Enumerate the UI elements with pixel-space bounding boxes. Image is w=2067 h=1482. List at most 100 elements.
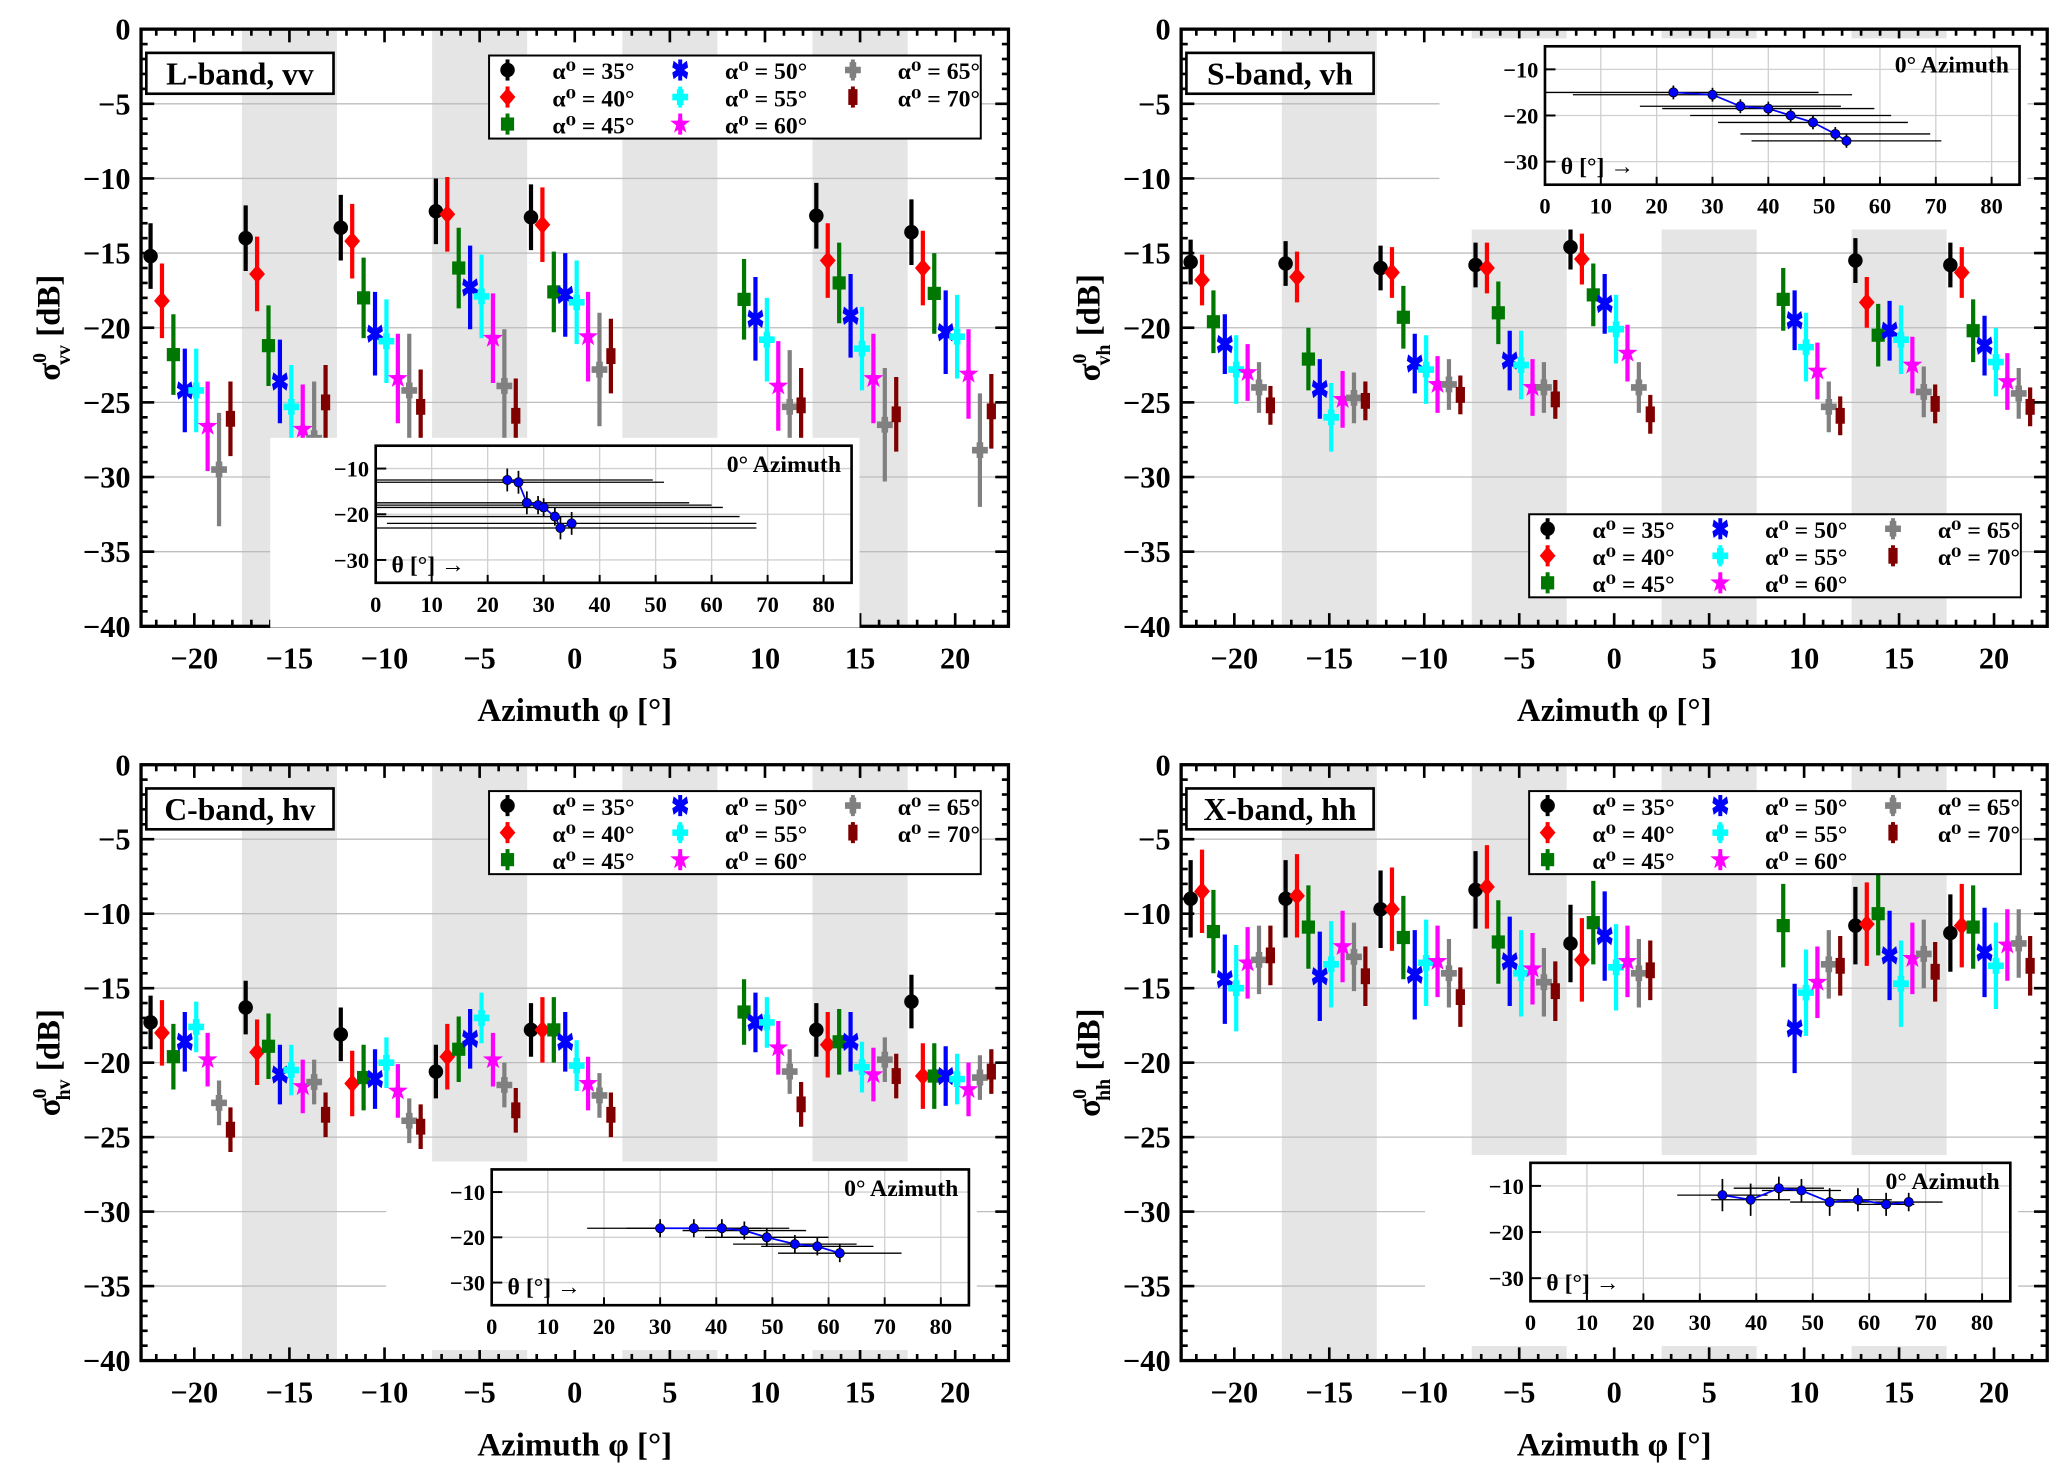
legend-marker [672, 796, 689, 815]
y-tick-label: −40 [1123, 610, 1171, 644]
inset-plot: 0 10 20 30 40 50 60 70 80 −10 −20 −30 0° Azimuth θ [°… [270, 437, 860, 628]
series-alpha-40 [154, 176, 931, 339]
inset-point [513, 477, 524, 488]
inset-point [1830, 128, 1841, 139]
x-tick-label: −10 [361, 641, 409, 675]
y-tick-label: −35 [1123, 535, 1171, 569]
data-point [819, 1035, 836, 1055]
data-point [842, 1032, 859, 1052]
data-point [737, 292, 751, 306]
inset-title: 0° Azimuth [844, 1176, 958, 1202]
legend-label: α⁰ = 70° [898, 86, 980, 112]
x-tick-label: 15 [845, 1376, 875, 1410]
x-tick-label: −10 [1400, 641, 1448, 675]
legend-entry: α⁰ = 50° [672, 795, 807, 821]
y-tick-label: −5 [1138, 87, 1170, 121]
data-point [1441, 376, 1457, 393]
data-point [1776, 292, 1790, 306]
inset-point [812, 1241, 823, 1252]
y-tick-label: −15 [1123, 237, 1171, 271]
inset-y-tick-label: −20 [1489, 1220, 1524, 1245]
data-point [1881, 321, 1898, 340]
data-point [2010, 385, 2027, 402]
inset-x-tick-label: 30 [649, 1314, 671, 1339]
legend-entry: α⁰ = 35° [500, 795, 635, 821]
x-tick-label: 5 [662, 1376, 677, 1410]
series-alpha-35 [1183, 224, 1958, 291]
data-point [547, 1023, 561, 1037]
legend-marker [848, 89, 858, 105]
series-alpha-45 [1206, 263, 1980, 391]
data-point [568, 294, 585, 311]
x-tick-label: 5 [662, 641, 677, 675]
data-point [534, 1020, 551, 1040]
x-axis-label: Azimuth φ [°] [1517, 693, 1712, 729]
legend-entry: α⁰ = 60° [1710, 849, 1847, 875]
series-alpha-55 [1228, 919, 2004, 1036]
data-point [1228, 980, 1245, 997]
legend-entry: α⁰ = 70° [1888, 822, 2020, 848]
data-point [1835, 957, 1845, 974]
data-point [2025, 957, 2035, 974]
y-axis-label-symbol: σ [1071, 363, 1107, 381]
y-axis-label-sup: 0 [29, 1088, 51, 1098]
data-point [1194, 882, 1210, 901]
data-point [1237, 362, 1258, 381]
legend-label: α⁰ = 50° [725, 795, 807, 821]
series-alpha-65 [1251, 359, 2027, 433]
data-point [1311, 967, 1328, 986]
series-alpha-45 [166, 979, 941, 1111]
legend-entry: α⁰ = 40° [499, 86, 635, 112]
data-point [949, 328, 966, 345]
y-tick-label: −30 [83, 461, 131, 495]
data-point [1798, 984, 1814, 1001]
data-point [1930, 395, 1940, 412]
y-tick-label: −30 [83, 1195, 131, 1229]
data-point [462, 1029, 479, 1049]
y-tick-label: −40 [83, 1344, 131, 1378]
data-point [1563, 936, 1578, 951]
x-tick-label: 15 [845, 641, 875, 675]
series-alpha-50 [176, 245, 954, 433]
data-point [1881, 946, 1898, 965]
legend-entry: α⁰ = 45° [500, 113, 635, 139]
inset-x-tick-label: 70 [1914, 1310, 1936, 1335]
legend-label: α⁰ = 45° [1592, 572, 1674, 598]
data-point [1630, 379, 1647, 396]
series-alpha-35 [1183, 851, 1958, 983]
legend-label: α⁰ = 40° [552, 822, 634, 848]
inset-point [566, 518, 577, 529]
data-point [1278, 891, 1293, 907]
data-point [1522, 958, 1543, 978]
series-alpha-45 [1206, 871, 1980, 984]
data-point [416, 398, 426, 415]
series-alpha-60 [197, 291, 979, 475]
legend-marker [1712, 824, 1729, 841]
inset-x-tick-label: 10 [537, 1314, 559, 1339]
data-point [1915, 945, 1932, 962]
data-point [891, 1068, 901, 1084]
data-point [1915, 384, 1932, 400]
y-tick-label: −25 [1123, 1121, 1171, 1155]
inset-x-tick-label: 70 [1925, 194, 1947, 219]
legend: α⁰ = 35°α⁰ = 40°α⁰ = 45° α⁰ = 50°α⁰ = 55°… [1528, 513, 2022, 599]
data-point [1786, 311, 1803, 330]
data-point [1835, 407, 1845, 424]
inset-point [1796, 1185, 1807, 1196]
legend-marker [1712, 796, 1729, 815]
data-point [1206, 315, 1221, 329]
legend-label: α⁰ = 55° [725, 822, 807, 848]
legend-marker [1539, 823, 1556, 842]
y-tick-label: −5 [1138, 823, 1170, 857]
legend-entry: α⁰ = 45° [1541, 849, 1675, 875]
inset-x-tick-label: 20 [1645, 194, 1667, 219]
y-tick-label: −40 [1123, 1344, 1171, 1378]
data-point [758, 1014, 775, 1031]
inset-x-tick-label: 60 [817, 1314, 839, 1339]
inset-x-tick-label: 0 [1525, 1310, 1536, 1335]
inset-x-axis-label: θ [°] → [1561, 154, 1634, 180]
data-point [854, 1059, 870, 1076]
data-point [1976, 943, 1993, 962]
series-alpha-55 [1228, 294, 2004, 452]
data-point [1468, 882, 1483, 898]
